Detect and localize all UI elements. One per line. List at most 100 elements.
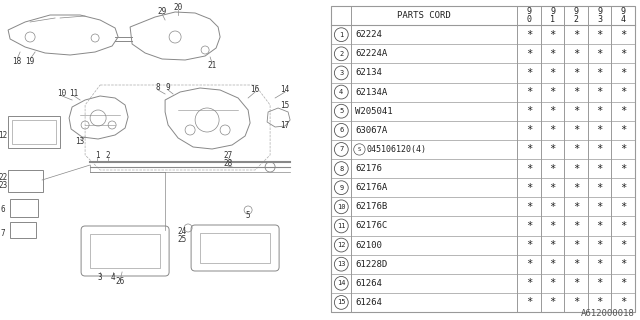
Bar xyxy=(200,233,270,263)
Text: 29: 29 xyxy=(157,7,167,17)
Text: *: * xyxy=(550,240,556,250)
Text: 62176C: 62176C xyxy=(355,221,388,230)
Text: *: * xyxy=(596,297,603,308)
Bar xyxy=(8,116,60,148)
Text: *: * xyxy=(620,30,627,40)
Text: *: * xyxy=(526,144,532,155)
Text: 26: 26 xyxy=(115,277,125,286)
Text: *: * xyxy=(550,259,556,269)
Text: *: * xyxy=(596,259,603,269)
Text: *: * xyxy=(550,68,556,78)
Text: *: * xyxy=(550,297,556,308)
Text: *: * xyxy=(573,106,579,116)
Text: *: * xyxy=(596,144,603,155)
Text: *: * xyxy=(596,164,603,173)
Text: 62176: 62176 xyxy=(355,164,382,173)
Text: S: S xyxy=(358,147,361,152)
Text: *: * xyxy=(550,125,556,135)
Text: 9
2: 9 2 xyxy=(573,7,579,24)
Text: *: * xyxy=(526,221,532,231)
Text: *: * xyxy=(526,202,532,212)
Text: *: * xyxy=(573,221,579,231)
Text: *: * xyxy=(573,183,579,193)
Text: 10: 10 xyxy=(58,90,67,99)
Text: 9: 9 xyxy=(166,84,170,92)
Text: 62224: 62224 xyxy=(355,30,382,39)
Text: *: * xyxy=(620,106,627,116)
Text: *: * xyxy=(573,240,579,250)
Text: *: * xyxy=(573,259,579,269)
Text: PARTS CORD: PARTS CORD xyxy=(397,11,451,20)
Text: 9
0: 9 0 xyxy=(527,7,532,24)
Text: *: * xyxy=(620,87,627,97)
Text: *: * xyxy=(620,164,627,173)
Text: 63067A: 63067A xyxy=(355,126,388,135)
Text: *: * xyxy=(620,183,627,193)
Text: 12: 12 xyxy=(0,131,8,140)
Text: 5: 5 xyxy=(339,108,344,114)
Text: *: * xyxy=(573,164,579,173)
Text: *: * xyxy=(596,87,603,97)
Text: 62224A: 62224A xyxy=(355,49,388,58)
Text: 14: 14 xyxy=(280,85,290,94)
Text: 3: 3 xyxy=(339,70,344,76)
Bar xyxy=(10,222,36,238)
Text: 12: 12 xyxy=(337,242,346,248)
Text: 13: 13 xyxy=(76,138,84,147)
Text: *: * xyxy=(550,183,556,193)
Text: *: * xyxy=(620,221,627,231)
Text: *: * xyxy=(550,278,556,288)
Text: 24: 24 xyxy=(177,228,187,236)
Text: *: * xyxy=(573,30,579,40)
Text: *: * xyxy=(550,221,556,231)
Text: 7: 7 xyxy=(339,147,344,152)
Text: *: * xyxy=(596,106,603,116)
Text: 2: 2 xyxy=(106,151,111,161)
Text: *: * xyxy=(620,68,627,78)
Text: 62176A: 62176A xyxy=(355,183,388,192)
Text: *: * xyxy=(550,87,556,97)
Text: 14: 14 xyxy=(337,280,346,286)
Text: 16: 16 xyxy=(250,85,260,94)
Bar xyxy=(12,120,56,144)
Text: 19: 19 xyxy=(26,57,35,66)
Text: 6: 6 xyxy=(339,127,344,133)
Text: *: * xyxy=(596,240,603,250)
Text: *: * xyxy=(573,68,579,78)
Text: 25: 25 xyxy=(177,236,187,244)
Text: *: * xyxy=(573,278,579,288)
Text: 62100: 62100 xyxy=(355,241,382,250)
Text: *: * xyxy=(620,240,627,250)
Text: *: * xyxy=(596,278,603,288)
Text: 15: 15 xyxy=(280,100,290,109)
Text: *: * xyxy=(550,144,556,155)
Text: 62134A: 62134A xyxy=(355,88,388,97)
Text: 11: 11 xyxy=(70,90,79,99)
Text: *: * xyxy=(596,125,603,135)
Text: *: * xyxy=(573,297,579,308)
Text: *: * xyxy=(526,49,532,59)
Text: *: * xyxy=(620,259,627,269)
Text: *: * xyxy=(526,68,532,78)
Text: 10: 10 xyxy=(337,204,346,210)
Text: *: * xyxy=(620,297,627,308)
Text: *: * xyxy=(596,49,603,59)
Text: 4: 4 xyxy=(111,273,115,282)
Text: 7: 7 xyxy=(1,228,5,237)
Text: 28: 28 xyxy=(223,159,233,169)
Text: 1: 1 xyxy=(95,151,99,161)
Text: *: * xyxy=(526,30,532,40)
Text: 15: 15 xyxy=(337,300,346,305)
Text: 6: 6 xyxy=(1,205,5,214)
Text: 1: 1 xyxy=(339,32,344,38)
Text: *: * xyxy=(526,278,532,288)
Text: 61264: 61264 xyxy=(355,279,382,288)
Text: 11: 11 xyxy=(337,223,346,229)
Text: 61264: 61264 xyxy=(355,298,382,307)
Text: *: * xyxy=(526,183,532,193)
Text: 23: 23 xyxy=(0,181,8,190)
Text: *: * xyxy=(620,144,627,155)
Text: 9: 9 xyxy=(339,185,344,191)
Text: *: * xyxy=(573,144,579,155)
Text: 5: 5 xyxy=(246,211,250,220)
